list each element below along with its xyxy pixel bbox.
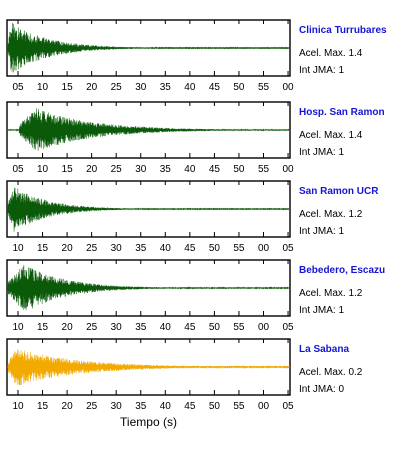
tick-label: 15 [62,82,74,93]
panel-3: 10 15 20 25 30 35 40 45 50 55 00 05 San Ramon UCR Ace… [6,180,379,254]
jma-intensity: Int JMA: 1 [299,65,344,76]
tick-label: 20 [86,164,98,175]
tick-label: 00 [258,401,270,412]
tick-label: 55 [233,322,245,333]
waveform-trace [7,187,290,232]
tick-label: 05 [12,82,24,93]
tick-label: 40 [160,243,172,254]
tick-label: 05 [282,322,294,333]
tick-label: 05 [282,243,294,254]
tick-label: 30 [135,164,147,175]
jma-intensity: Int JMA: 1 [299,305,344,316]
x-axis-title: Tiempo (s) [120,415,177,429]
station-name: San Ramon UCR [299,186,379,197]
tick-label: 55 [258,82,270,93]
tick-label: 10 [12,401,24,412]
tick-label: 50 [233,164,245,175]
tick-label: 15 [37,322,49,333]
tick-label: 00 [258,322,270,333]
tick-label: 25 [111,82,123,93]
tick-label: 30 [111,401,123,412]
tick-label: 30 [111,243,123,254]
accel-max: Acel. Max. 1.2 [299,209,363,220]
station-name: Hosp. San Ramon [299,107,385,118]
tick-label: 35 [135,322,147,333]
tick-label: 20 [62,243,74,254]
tick-label: 40 [184,164,196,175]
tick-label: 45 [184,322,196,333]
panel-1: 05 10 15 20 25 30 35 40 45 50 55 00 Clinica Turrubar… [6,19,387,93]
station-name: La Sabana [299,344,349,355]
tick-label: 25 [86,243,98,254]
station-name: Clinica Turrubares [299,25,387,36]
accel-max: Acel. Max. 1.4 [299,130,363,141]
waveform-trace [7,348,290,386]
tick-label: 35 [160,164,172,175]
tick-label: 35 [135,401,147,412]
jma-intensity: Int JMA: 1 [299,147,344,158]
waveform-trace [7,264,290,311]
jma-intensity: Int JMA: 1 [299,226,344,237]
tick-label: 45 [209,164,221,175]
tick-label: 25 [86,401,98,412]
tick-label: 55 [258,164,270,175]
tick-label: 10 [12,243,24,254]
accel-max: Acel. Max. 1.4 [299,48,363,59]
tick-label: 15 [37,243,49,254]
tick-label: 40 [160,322,172,333]
tick-label: 25 [111,164,123,175]
panel-2: 05 10 15 20 25 30 35 40 45 50 55 00 Hosp. San Ramon A… [6,101,385,175]
tick-label: 20 [86,82,98,93]
tick-label: 05 [12,164,24,175]
accel-max: Acel. Max. 1.2 [299,288,363,299]
tick-label: 15 [62,164,74,175]
tick-label: 50 [209,322,221,333]
tick-label: 55 [233,243,245,254]
tick-label: 50 [233,82,245,93]
accel-max: Acel. Max. 0.2 [299,367,363,378]
tick-label: 10 [37,82,49,93]
tick-label: 45 [184,243,196,254]
tick-label: 35 [160,82,172,93]
panel-5: 10 15 20 25 30 35 40 45 50 55 00 05 La Sabana Acel. M… [6,338,363,412]
tick-label: 55 [233,401,245,412]
tick-label: 40 [184,82,196,93]
tick-label: 05 [282,401,294,412]
tick-label: 20 [62,322,74,333]
panel-4: 10 15 20 25 30 35 40 45 50 55 00 05 Bebedero, Escazu… [6,259,385,333]
tick-label: 30 [111,322,123,333]
tick-label: 45 [209,82,221,93]
tick-label: 50 [209,401,221,412]
tick-label: 00 [282,164,294,175]
tick-label: 20 [62,401,74,412]
tick-label: 15 [37,401,49,412]
tick-label: 45 [184,401,196,412]
tick-label: 10 [37,164,49,175]
tick-label: 00 [258,243,270,254]
tick-label: 50 [209,243,221,254]
tick-label: 00 [282,82,294,93]
tick-label: 30 [135,82,147,93]
jma-intensity: Int JMA: 0 [299,384,344,395]
station-name: Bebedero, Escazu [299,265,385,276]
tick-label: 25 [86,322,98,333]
waveform-trace [7,108,290,151]
tick-label: 40 [160,401,172,412]
tick-label: 10 [12,322,24,333]
waveform-trace [7,22,290,73]
tick-label: 35 [135,243,147,254]
